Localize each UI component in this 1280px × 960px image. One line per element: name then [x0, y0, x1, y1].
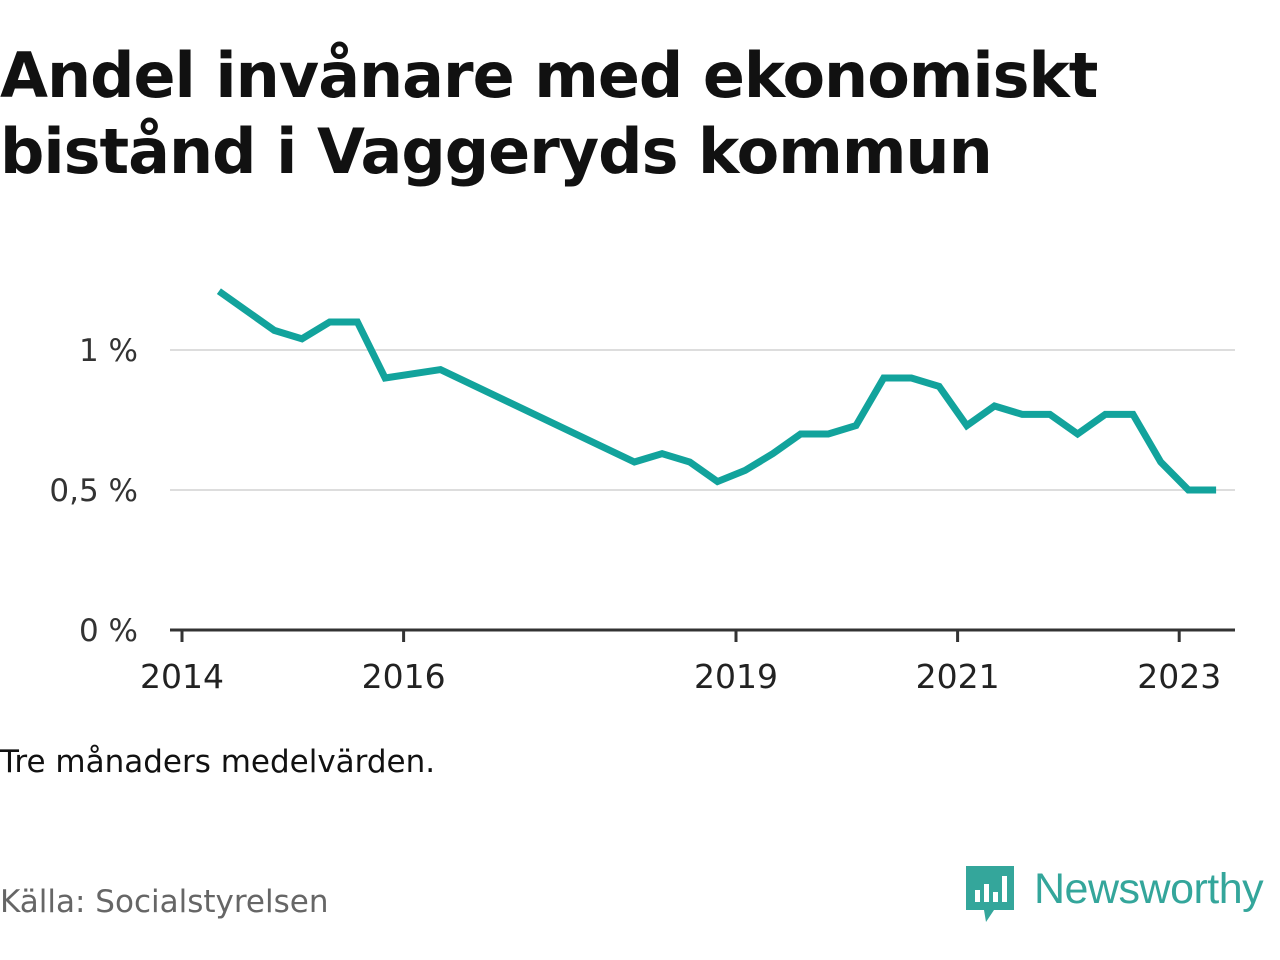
- brand-name: Newsworthy: [1034, 865, 1264, 913]
- series-group: [216, 288, 1217, 494]
- x-tick-label: 2019: [694, 657, 778, 696]
- newsworthy-logo-icon: [966, 866, 1014, 922]
- chart-title: Andel invånare med ekonomiskt bistånd i …: [0, 39, 1098, 188]
- y-tick-label: 1 %: [79, 333, 138, 369]
- gridlines: [170, 349, 1235, 491]
- y-axis-labels: 0 % 0,5 % 1 %: [49, 333, 138, 649]
- x-axis: 2014 2016 2019 2021 2023: [140, 628, 1235, 696]
- y-tick-label: 0 %: [79, 613, 138, 649]
- source-credit: Källa: Socialstyrelsen: [0, 884, 329, 920]
- brand-logo: Newsworthy: [964, 862, 1280, 928]
- x-tick-label: 2016: [362, 657, 446, 696]
- chart-note: Tre månaders medelvärden.: [0, 744, 436, 780]
- x-tick-label: 2014: [140, 657, 224, 696]
- x-tick-label: 2023: [1137, 657, 1221, 696]
- series-line: [216, 288, 1217, 494]
- x-tick-label: 2021: [916, 657, 1000, 696]
- line-chart: 0 % 0,5 % 1 % 2014 2016 2019 2021 2023: [49, 288, 1235, 696]
- y-tick-label: 0,5 %: [49, 473, 138, 509]
